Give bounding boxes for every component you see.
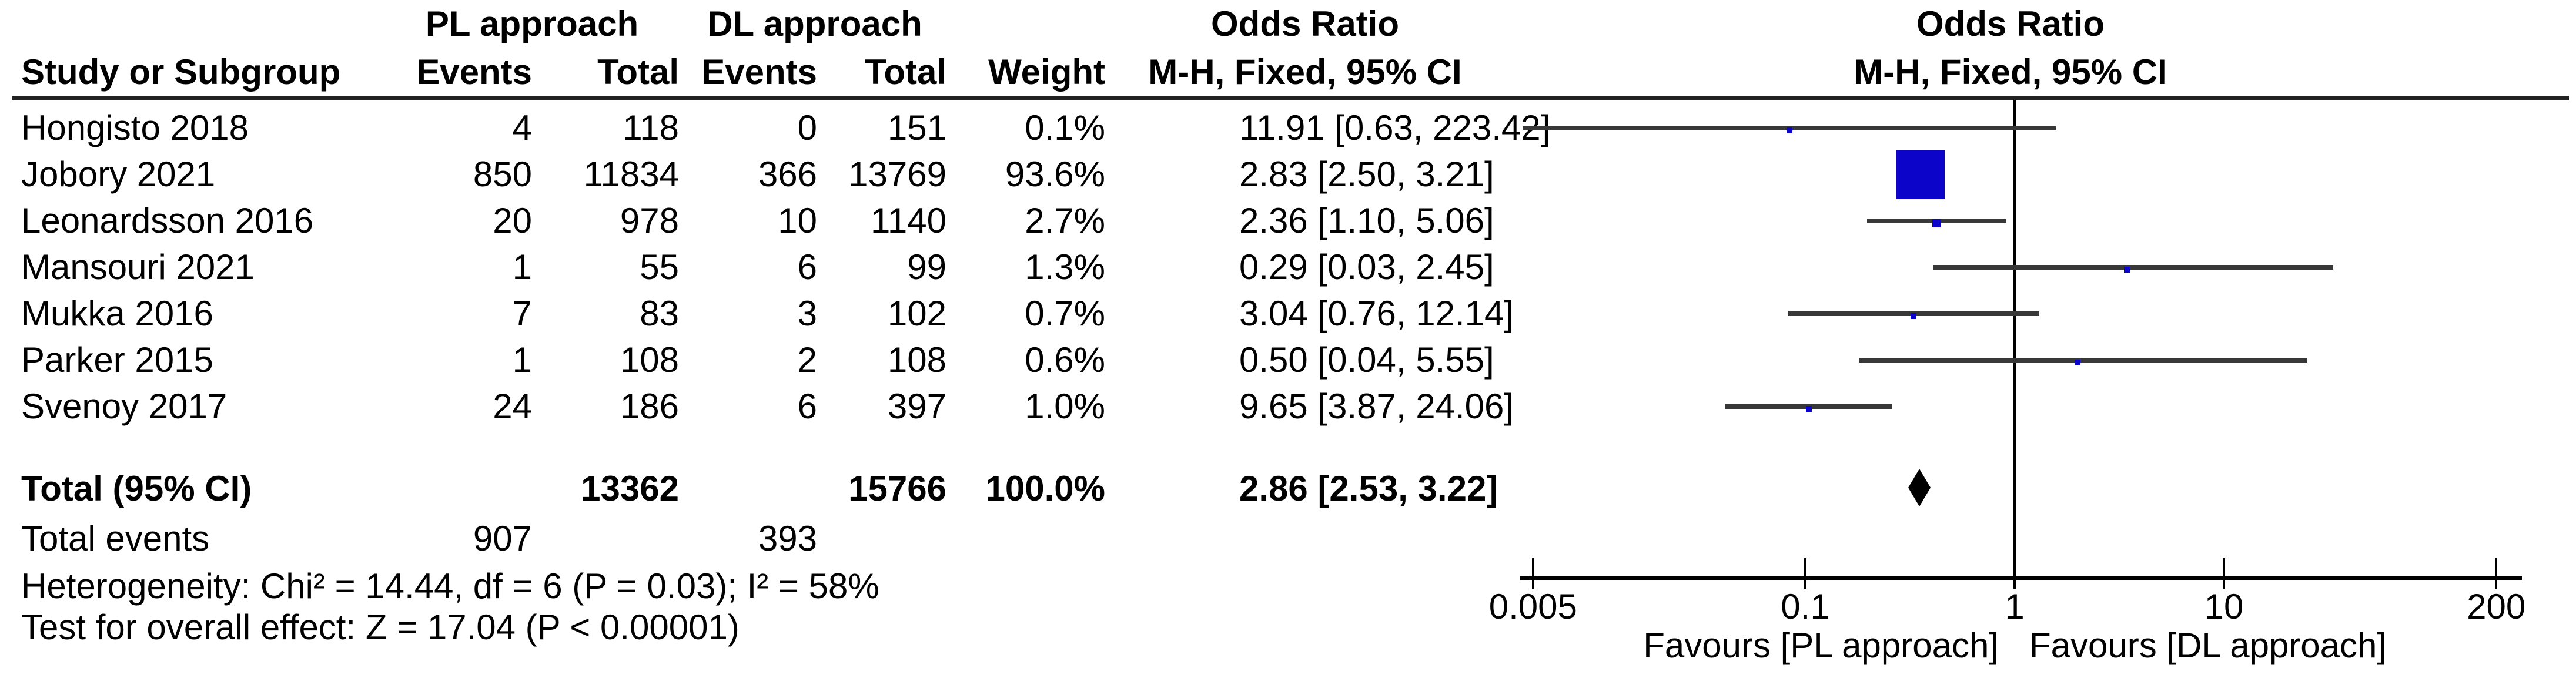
pl-total-cell: 11834 [583,155,679,194]
study-name: Mukka 2016 [21,294,213,333]
or-ci-cell: 9.65 [3.87, 24.06] [1239,387,1514,426]
effect-marker [1786,127,1792,133]
effect-marker [1805,406,1812,412]
or-ci-cell: 2.83 [2.50, 3.21] [1239,155,1494,194]
pl-events-cell: 1 [512,340,532,380]
dl-total-cell: 99 [907,247,946,287]
effect-marker [1911,313,1917,319]
pl-total-cell: 55 [640,247,679,287]
total-weight-cell: 100.0% [985,469,1106,508]
pl-events-cell: 20 [493,201,532,240]
pl-total-cell: 186 [620,387,679,426]
axis-tick [2223,558,2225,589]
effect-marker [2124,267,2130,273]
dl-total-cell: 13769 [848,155,946,194]
header-divider-rule [12,96,2569,100]
study-name: Svenoy 2017 [21,387,228,426]
dl-events-cell: 0 [797,108,817,147]
weight-cell: 0.1% [1025,108,1105,147]
dl-events-cell: 2 [797,340,817,380]
dl-events-cell: 6 [797,247,817,287]
heterogeneity-text: Heterogeneity: Chi² = 14.44, df = 6 (P =… [21,566,879,606]
weight-cell: 1.3% [1025,247,1105,287]
total-events-label: Total events [21,519,210,558]
summary-diamond [1908,469,1931,506]
dl-events-cell: 3 [797,294,817,333]
weight-cell: 93.6% [1005,155,1105,194]
pl-events-cell: 4 [512,108,532,147]
overall-effect-text: Test for overall effect: Z = 17.04 (P < … [21,607,740,647]
pl-events-cell: 850 [473,155,532,194]
study-name: Leonardsson 2016 [21,201,314,240]
axis-tick [1531,558,1534,589]
pl-total-cell: 118 [623,108,679,147]
study-name: Jobory 2021 [21,155,216,194]
x-axis-line [1520,576,2522,580]
plot-null-line [2013,100,2016,578]
weight-cell: 1.0% [1025,387,1105,426]
study-name: Hongisto 2018 [21,108,249,147]
weight-cell: 2.7% [1025,201,1105,240]
favours-dl-label: Favours [DL approach] [2029,626,2387,665]
study-name: Parker 2015 [21,340,213,380]
or-ci-cell: 3.04 [0.76, 12.14] [1239,294,1514,333]
axis-tick-label: 10 [2204,587,2244,626]
or-ci-cell: 11.91 [0.63, 223.42] [1239,108,1551,147]
column-group-pl-approach: PL approach [425,4,639,43]
pl-total-column-header: Total [597,52,679,92]
dl-total-cell: 151 [887,108,946,147]
dl-total-cell: 108 [887,340,946,380]
effect-marker [1932,219,1941,227]
axis-tick-label: 0.005 [1488,587,1577,626]
pl-total-cell: 108 [620,340,679,380]
dl-total-cell: 102 [887,294,946,333]
favours-pl-label: Favours [PL approach] [1643,626,1999,665]
odds-ratio-heading-right: Odds Ratio [1916,4,2105,43]
pl-events-cell: 24 [493,387,532,426]
dl-events-cell: 366 [758,155,817,194]
axis-tick-label: 200 [2467,587,2526,626]
column-group-dl-approach: DL approach [707,4,922,43]
total-pl-total-cell: 13362 [581,469,679,508]
axis-tick-label: 0.1 [1781,587,1830,626]
total-events-pl-cell: 907 [473,519,532,558]
or-ci-cell: 0.29 [0.03, 2.45] [1239,247,1494,287]
ci-line [1859,358,2307,363]
axis-tick-label: 1 [2005,587,2025,626]
dl-events-cell: 10 [778,201,817,240]
dl-total-cell: 397 [887,387,946,426]
axis-tick [2495,558,2498,589]
pl-events-cell: 1 [512,247,532,287]
total-row-label: Total (95% CI) [21,469,252,508]
dl-total-cell: 1140 [870,201,946,240]
or-ci-cell: 0.50 [0.04, 5.55] [1239,340,1494,380]
total-or-ci-cell: 2.86 [2.53, 3.22] [1239,469,1498,508]
study-column-header: Study or Subgroup [21,52,341,92]
weight-cell: 0.7% [1025,294,1105,333]
weight-column-header: Weight [988,52,1105,92]
study-name: Mansouri 2021 [21,247,255,287]
mh-fixed-ci-heading-left: M-H, Fixed, 95% CI [1148,52,1462,92]
total-dl-total-cell: 15766 [848,469,946,508]
effect-marker [2075,360,2081,365]
dl-total-column-header: Total [865,52,946,92]
dl-events-column-header: Events [701,52,817,92]
axis-tick [1804,558,1806,589]
pl-total-cell: 83 [640,294,679,333]
dl-events-cell: 6 [797,387,817,426]
weight-cell: 0.6% [1025,340,1105,380]
pl-events-column-header: Events [416,52,532,92]
axis-tick [2013,558,2016,589]
odds-ratio-heading-left: Odds Ratio [1210,4,1400,43]
total-events-dl-cell: 393 [758,519,817,558]
effect-marker [1895,150,1945,199]
mh-fixed-ci-heading-right: M-H, Fixed, 95% CI [1854,52,2167,92]
or-ci-cell: 2.36 [1.10, 5.06] [1239,201,1494,240]
ci-line [1933,265,2334,270]
pl-total-cell: 978 [620,201,679,240]
pl-events-cell: 7 [512,294,532,333]
